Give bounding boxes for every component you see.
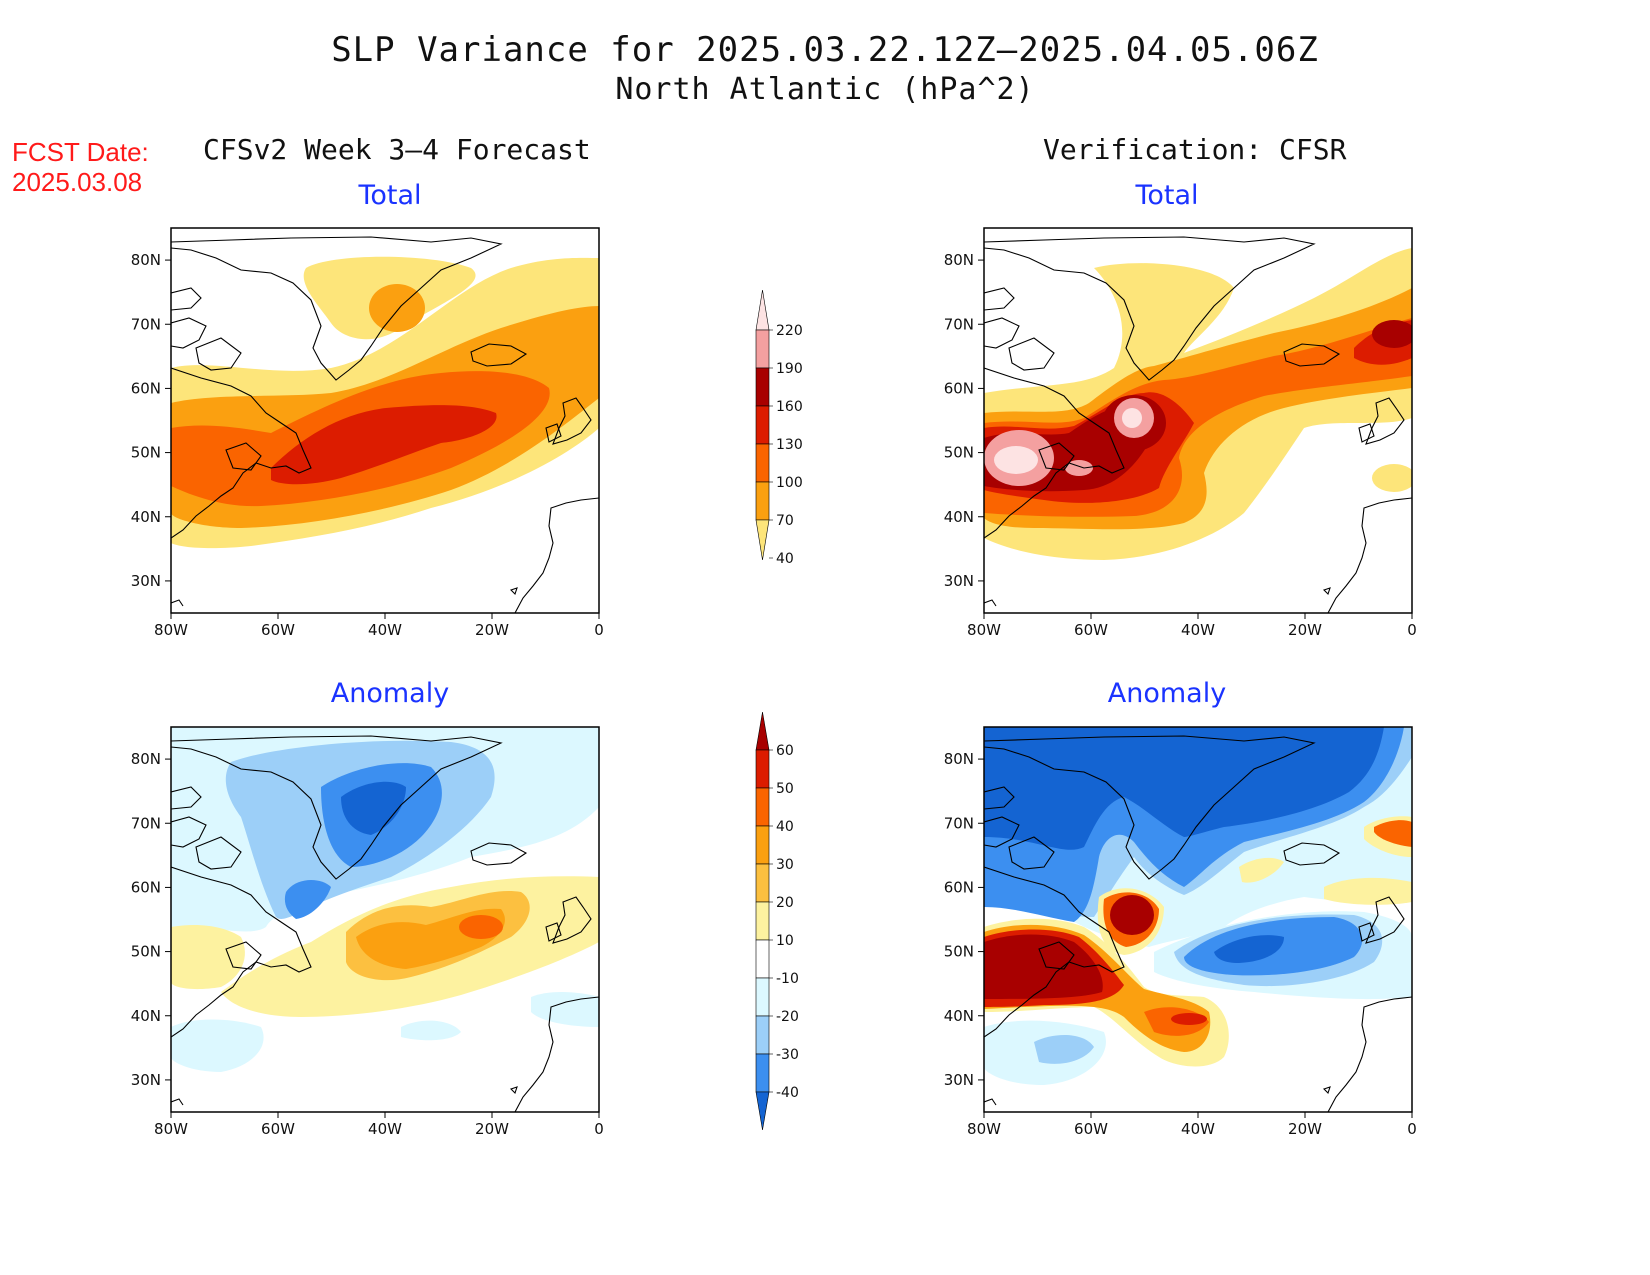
lat-tick-label: 70N xyxy=(131,814,161,832)
colorbar-label: -40 xyxy=(776,1085,799,1101)
lat-tick-label: 50N xyxy=(131,943,161,961)
main-subtitle: North Atlantic (hPa^2) xyxy=(615,72,1035,107)
lon-tick-label: 60W xyxy=(261,1120,295,1138)
fcst-date-value: 2025.03.08 xyxy=(12,167,143,197)
lon-tick-label: 80W xyxy=(967,1120,1001,1138)
lat-tick-label: 60N xyxy=(131,878,161,896)
lon-tick-label: 0 xyxy=(594,1120,604,1138)
lat-tick-label: 60N xyxy=(944,379,974,397)
colorbar-label: 50 xyxy=(776,781,794,797)
lon-tick-label: 60W xyxy=(1074,1120,1108,1138)
colorbar-segment xyxy=(755,863,770,903)
lon-tick-label: 40W xyxy=(1181,621,1215,639)
lon-tick-label: 40W xyxy=(368,1120,402,1138)
lat-tick-label: 70N xyxy=(944,315,974,333)
verification-column-header: Verification: CFSR xyxy=(1043,133,1347,166)
lat-tick-label: 70N xyxy=(131,315,161,333)
map-verification-total xyxy=(983,227,1413,614)
colorbar-label: 220 xyxy=(776,323,803,339)
colorbar-label: 30 xyxy=(776,857,794,873)
colorbar-segment xyxy=(755,787,770,827)
lat-tick-label: 50N xyxy=(944,943,974,961)
colorbar-segment xyxy=(755,901,770,941)
lon-tick-label: 20W xyxy=(1288,1120,1322,1138)
colorbar-label: 10 xyxy=(776,933,794,949)
map-axes: 80W 60W 40W 20W 0 80N 70N 60N 50N 40N 30N 80W 60W 40W… xyxy=(131,251,1417,1138)
lon-tick-label: 60W xyxy=(261,621,295,639)
lon-tick-label: 0 xyxy=(594,621,604,639)
lon-tick-label: 60W xyxy=(1074,621,1108,639)
lat-tick-label: 60N xyxy=(131,379,161,397)
colorbar-label: 190 xyxy=(776,361,803,377)
lon-tick-label: 40W xyxy=(368,621,402,639)
forecast-column-header: CFSv2 Week 3–4 Forecast xyxy=(203,133,591,166)
colorbar-label: 70 xyxy=(776,513,794,529)
fcst-date: FCST Date: 2025.03.08 xyxy=(12,137,149,197)
map-verification-anomaly xyxy=(983,726,1413,1113)
colorbar-label: 100 xyxy=(776,475,803,491)
lon-tick-label: 20W xyxy=(475,1120,509,1138)
map-forecast-total xyxy=(170,227,600,614)
colorbar-segment xyxy=(755,1015,770,1055)
colorbar-segment xyxy=(755,825,770,865)
lat-tick-label: 30N xyxy=(131,572,161,590)
lon-tick-label: 20W xyxy=(1288,621,1322,639)
colorbar-segment xyxy=(755,481,770,521)
colorbar-top-arrow xyxy=(755,289,770,331)
lat-tick-label: 70N xyxy=(944,814,974,832)
colorbar-segment xyxy=(755,977,770,1017)
lat-tick-label: 40N xyxy=(131,1007,161,1025)
colorbar-label: 20 xyxy=(776,895,794,911)
lat-tick-label: 80N xyxy=(131,251,161,269)
panel-subtitle-fc-total: Total xyxy=(358,180,422,211)
colorbar-label: 40 xyxy=(776,551,794,567)
lat-tick-label: 80N xyxy=(131,750,161,768)
lon-tick-label: 40W xyxy=(1181,1120,1215,1138)
lat-tick-label: 50N xyxy=(131,444,161,462)
colorbars: 220 190 160 130 100 70 40 60 50 40 30 20 10 -10 -20 -30… xyxy=(755,289,803,1131)
lat-tick-label: 40N xyxy=(131,508,161,526)
lat-tick-label: 80N xyxy=(944,251,974,269)
lon-tick-label: 0 xyxy=(1407,621,1417,639)
colorbar-segment xyxy=(755,939,770,979)
colorbar-label: 130 xyxy=(776,437,803,453)
lat-tick-label: 40N xyxy=(944,1007,974,1025)
anomaly-colorbar: 60 50 40 30 20 10 -10 -20 -30 -40 xyxy=(755,711,799,1131)
total-colorbar: 220 190 160 130 100 70 40 xyxy=(755,289,803,567)
colorbar-top-arrow xyxy=(755,711,770,751)
lat-tick-label: 60N xyxy=(944,878,974,896)
colorbar-bottom-arrow xyxy=(755,1091,770,1131)
colorbar-label: -30 xyxy=(776,1047,799,1063)
colorbar-segment xyxy=(755,329,770,369)
colorbar-label: 40 xyxy=(776,819,794,835)
lat-tick-label: 30N xyxy=(944,1071,974,1089)
colorbar-label: 160 xyxy=(776,399,803,415)
colorbar-segment xyxy=(755,405,770,445)
lon-tick-label: 20W xyxy=(475,621,509,639)
colorbar-label: -10 xyxy=(776,971,799,987)
colorbar-segment xyxy=(755,367,770,407)
colorbar-bottom-arrow xyxy=(755,519,770,561)
lon-tick-label: 80W xyxy=(154,621,188,639)
panel-subtitle-ver-anom: Anomaly xyxy=(1107,678,1227,709)
lat-tick-label: 30N xyxy=(131,1071,161,1089)
colorbar-segment xyxy=(755,749,770,789)
lon-tick-label: 80W xyxy=(967,621,1001,639)
lon-tick-label: 0 xyxy=(1407,1120,1417,1138)
main-title: SLP Variance for 2025.03.22.12Z–2025.04.… xyxy=(331,30,1319,70)
colorbar-segment xyxy=(755,443,770,483)
lon-tick-label: 80W xyxy=(154,1120,188,1138)
map-forecast-anomaly xyxy=(170,726,600,1113)
lat-tick-label: 50N xyxy=(944,444,974,462)
panel-subtitle-ver-total: Total xyxy=(1135,180,1199,211)
colorbar-segment xyxy=(755,1053,770,1093)
colorbar-label: -20 xyxy=(776,1009,799,1025)
lat-tick-label: 30N xyxy=(944,572,974,590)
lat-tick-label: 80N xyxy=(944,750,974,768)
colorbar-label: 60 xyxy=(776,743,794,759)
lat-tick-label: 40N xyxy=(944,508,974,526)
fcst-date-label: FCST Date: xyxy=(12,137,149,167)
panel-subtitle-fc-anom: Anomaly xyxy=(330,678,450,709)
